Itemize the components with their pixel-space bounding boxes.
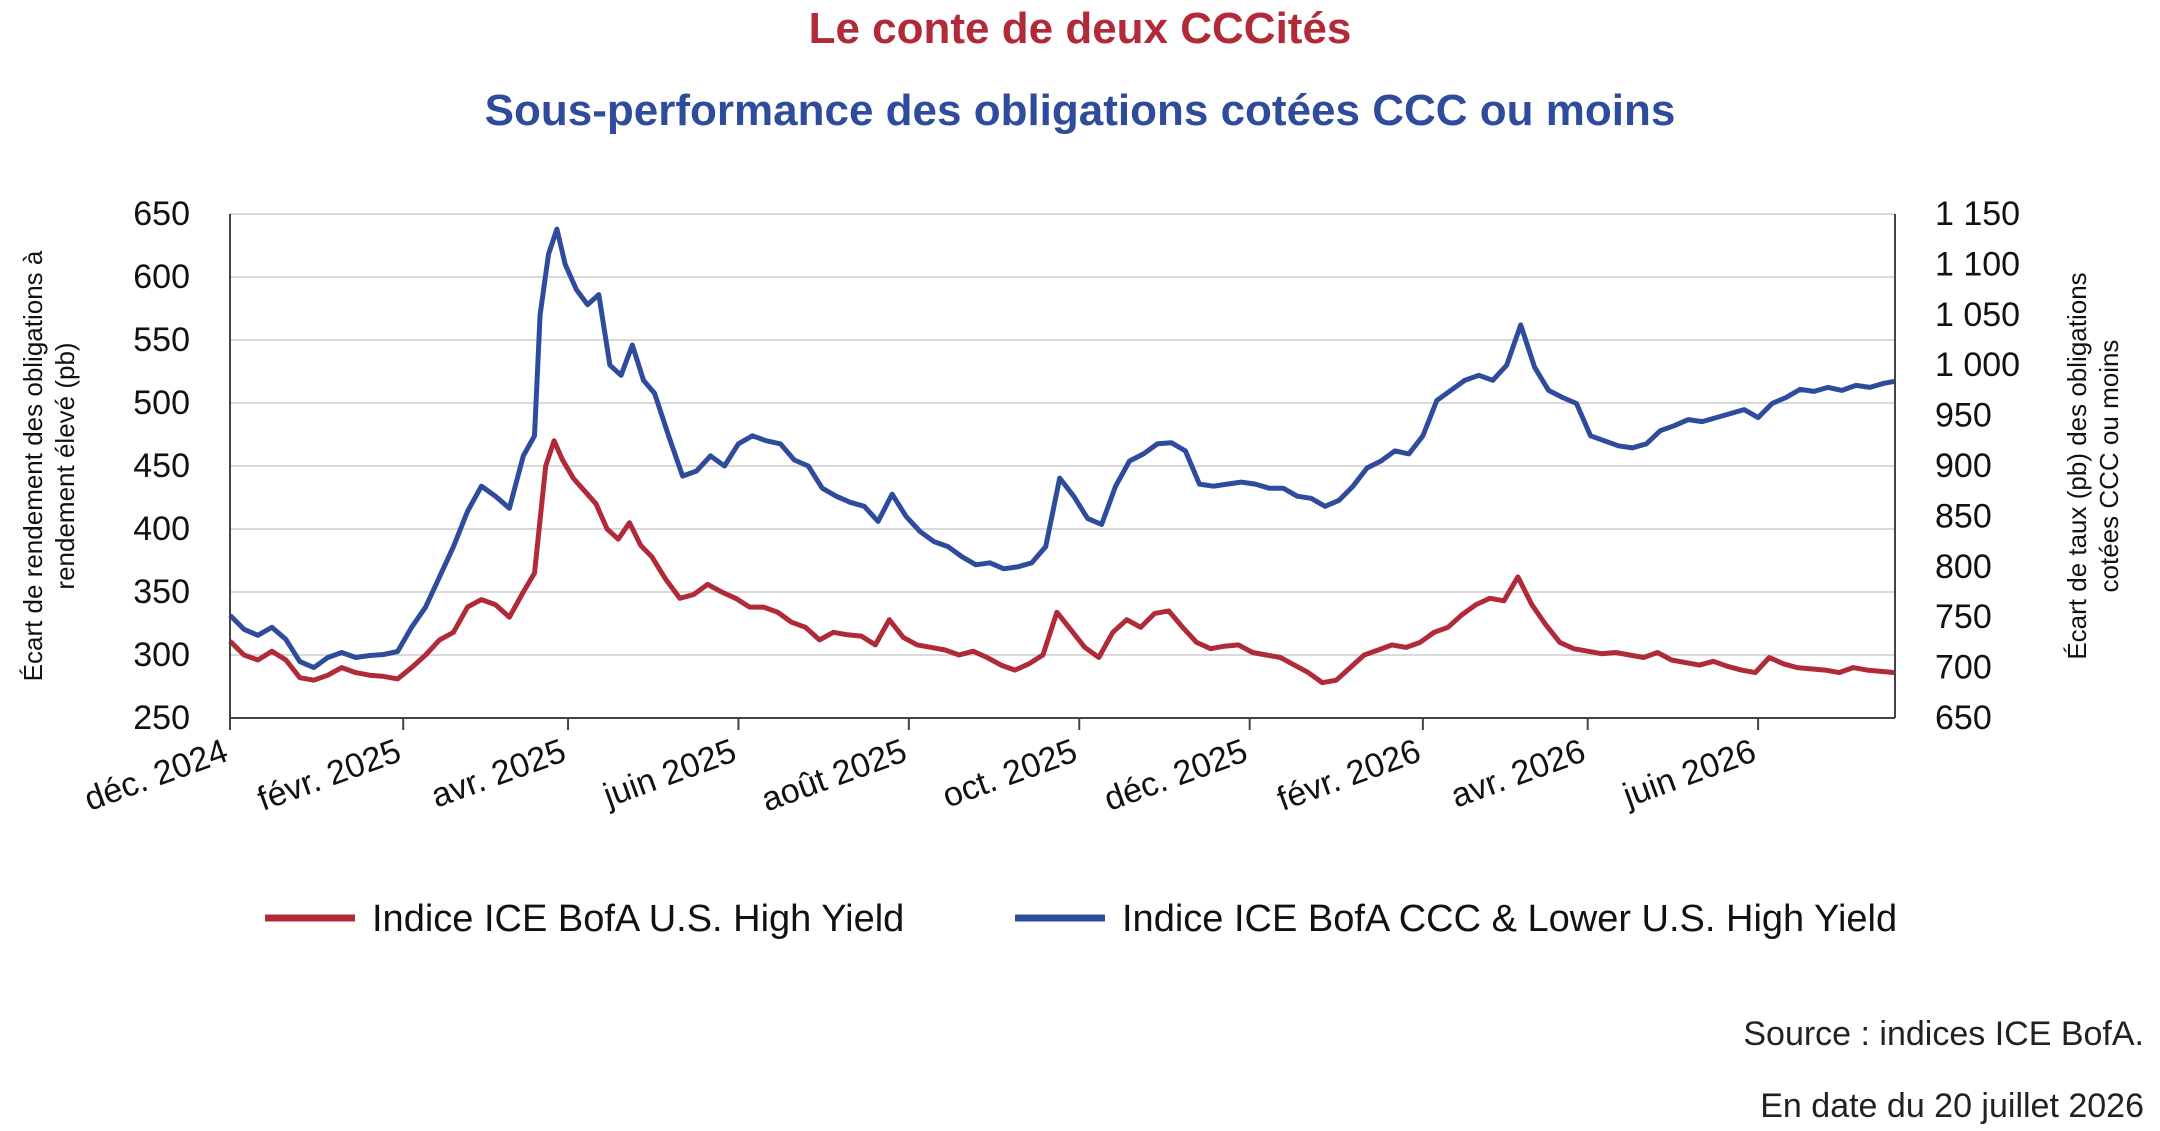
- x-tick-label: avr. 2026: [1446, 732, 1590, 816]
- y-right-tick-label: 1 150: [1935, 195, 2020, 233]
- y-right-tick-label: 900: [1935, 447, 1992, 485]
- tick-labels: 250 300 350 400 450 500 550 600 650 650 700 750 800 8…: [79, 195, 2020, 819]
- as-of-date: En date du 20 juillet 2026: [1760, 1087, 2144, 1125]
- series-line-hy: [228, 438, 1896, 686]
- legend-ccc-label: Indice ICE BofA CCC & Lower U.S. High Yi…: [1122, 898, 1897, 940]
- y-right-tick-label: 1 100: [1935, 245, 2020, 283]
- y-left-tick-label: 500: [133, 384, 190, 422]
- y-left-axis-title: Écart de rendement des obligations àrend…: [18, 250, 80, 681]
- chart-subtitle: Sous-performance des obligations cotées …: [484, 86, 1676, 135]
- y-right-tick-label: 950: [1935, 397, 1992, 435]
- x-tick-label: juin 2025: [598, 732, 742, 815]
- y-left-tick-label: 600: [133, 258, 190, 296]
- y-left-tick-label: 650: [133, 195, 190, 233]
- x-tick-label: août 2025: [756, 732, 911, 819]
- y-right-tick-label: 750: [1935, 598, 1992, 636]
- series-layer: [228, 226, 1896, 686]
- series-line-ccc: [228, 226, 1896, 671]
- y-right-axis-title: Écart de taux (pb) des obligationscotées…: [2062, 272, 2124, 659]
- y-right-tick-label: 1 050: [1935, 296, 2020, 334]
- y-right-tick-label: 800: [1935, 548, 1992, 586]
- y-right-tick-label: 700: [1935, 649, 1992, 687]
- x-tick-label: déc. 2025: [1099, 732, 1252, 819]
- y-left-tick-label: 350: [133, 573, 190, 611]
- y-right-tick-label: 850: [1935, 497, 1992, 535]
- x-tick-label: avr. 2025: [426, 732, 570, 816]
- x-tick-label: juin 2026: [1617, 732, 1761, 815]
- chart-title: Le conte de deux CCCités: [808, 4, 1352, 53]
- x-tick-label: oct. 2025: [938, 732, 1082, 816]
- x-tick-label: févr. 2025: [253, 732, 406, 819]
- y-right-tick-label: 1 000: [1935, 346, 2020, 384]
- y-left-tick-label: 300: [133, 636, 190, 674]
- x-tick-label: févr. 2026: [1272, 732, 1425, 819]
- axes: Écart de rendement des obligations àrend…: [18, 214, 2124, 730]
- source-note: Source : indices ICE BofA.: [1743, 1015, 2144, 1053]
- y-left-tick-label: 400: [133, 510, 190, 548]
- y-left-tick-label: 250: [133, 699, 190, 737]
- x-tick-label: déc. 2024: [79, 732, 232, 819]
- grid-lines: [230, 213, 1895, 719]
- y-right-tick-label: 650: [1935, 699, 1992, 737]
- legend-hy-label: Indice ICE BofA U.S. High Yield: [372, 898, 904, 940]
- y-left-tick-label: 450: [133, 447, 190, 485]
- y-left-tick-label: 550: [133, 321, 190, 359]
- legend: Indice ICE BofA U.S. High Yield Indice IC…: [265, 898, 1897, 940]
- line-chart: Écart de rendement des obligations àrend…: [18, 195, 2124, 940]
